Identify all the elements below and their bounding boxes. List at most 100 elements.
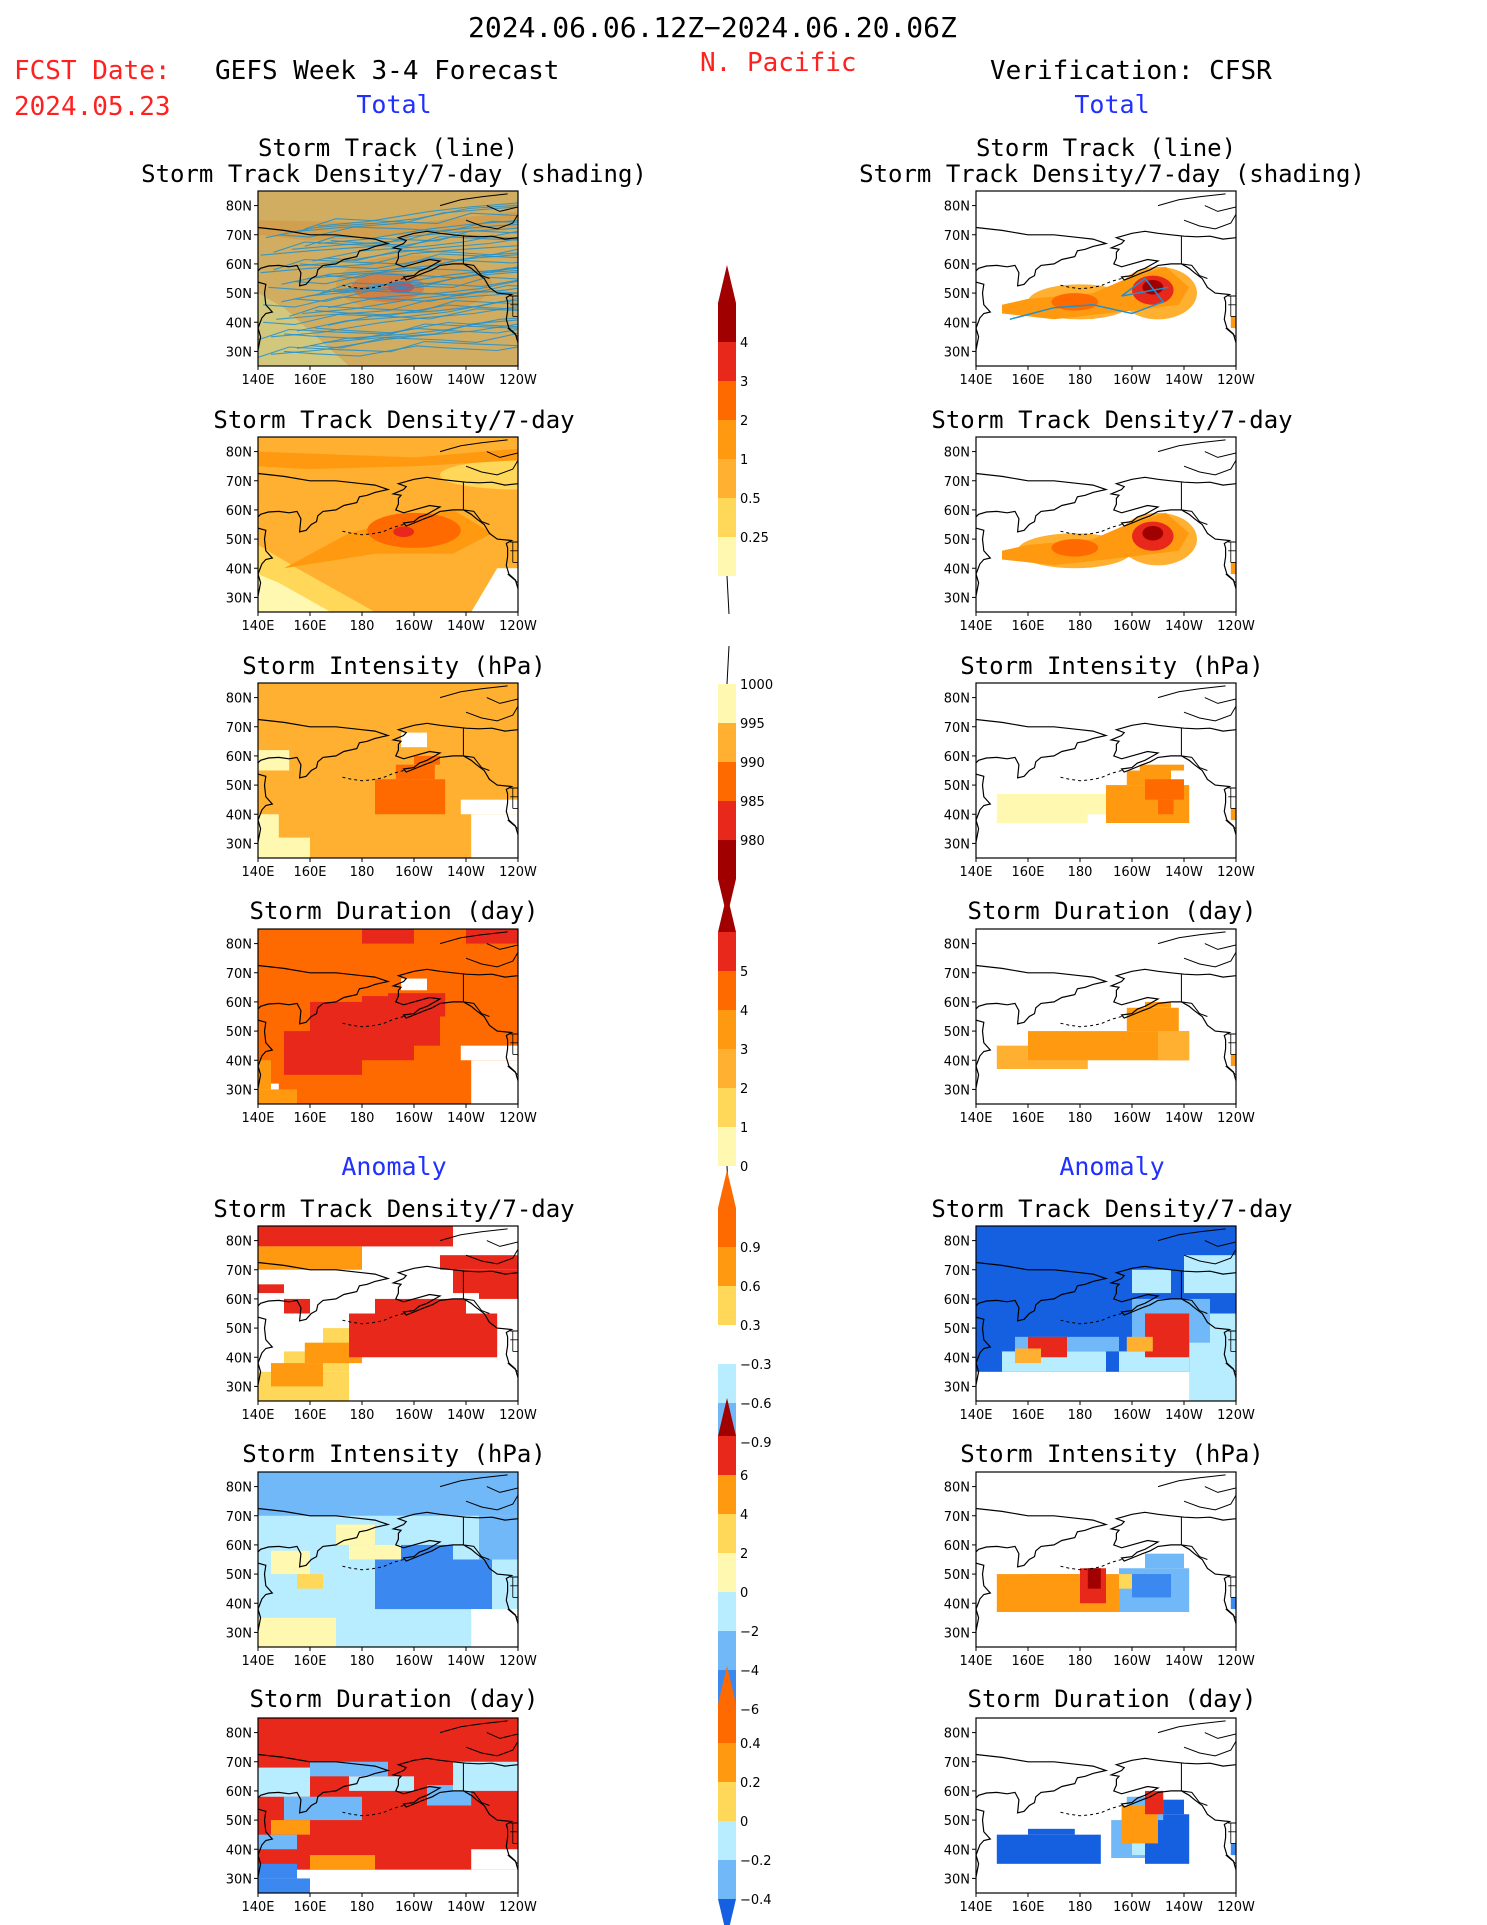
colorbar-segment [718,303,736,342]
x-tick-label: 160W [1113,619,1151,634]
fcst-date-value: 2024.05.23 [14,92,171,122]
y-tick-label: 70N [944,1756,970,1771]
colorbar-label: 0.6 [740,1280,761,1295]
alaska-canada-border [1180,482,1208,525]
region-title: N. Pacific [700,48,857,78]
x-tick-label: 160W [395,865,433,880]
state-border [1225,819,1236,830]
y-tick-label: 50N [944,779,970,794]
colorbar-label: 2 [740,1082,748,1097]
x-tick-label: 180 [350,1654,375,1669]
alaska-canada-border [1180,728,1208,771]
colorbar-label: 980 [740,834,765,849]
field-cell [1126,1336,1153,1352]
colorbar-bottom-arrow [726,575,730,615]
map-field [976,1472,1236,1647]
colorbar-segment [718,498,736,537]
state-border [1225,1854,1236,1865]
field-cell [479,1290,518,1299]
y-tick-label: 60N [944,258,970,273]
y-tick-label: 50N [226,1025,252,1040]
colorbar-segment [718,1553,736,1592]
field-cell [258,1246,362,1270]
asia-coastline [976,718,1109,843]
map-field [976,1718,1236,1893]
x-tick-label: 140E [959,1408,992,1423]
field-blob [440,460,518,490]
field-cell [1158,799,1174,815]
y-tick-label: 40N [226,562,252,577]
y-tick-label: 60N [226,996,252,1011]
title-track-line-left: Storm Track (line) [257,134,519,162]
y-tick-label: 50N [226,779,252,794]
colorbar-segment [718,723,736,762]
colorbar-label: −0.9 [740,1436,772,1451]
colorbar-label: 1000 [740,678,773,693]
x-tick-label: 120W [1217,1408,1255,1423]
colorbar-label: −2 [740,1625,759,1640]
north-america-coastline [391,230,518,343]
asia-coastline [976,226,1109,351]
field-cell [304,1342,362,1364]
panel-fcst-total-track: 140E 160E 180 160W 140W 120W 80N 70N 60N 50N 40N 30… [226,190,537,388]
y-tick-label: 30N [944,1872,970,1887]
colorbar-label: 4 [740,1004,748,1019]
asia-coastline [976,964,1109,1089]
storm-track-line [276,292,518,320]
alaska-canada-border [1180,1517,1208,1560]
arctic-island [1157,931,1226,945]
x-tick-label: 140W [1165,1654,1203,1669]
field-cell [1087,793,1112,815]
map-field [976,929,1236,1104]
x-tick-label: 140W [447,1900,485,1915]
fcst-date-label: FCST Date: [14,56,171,86]
alaska-canada-border [462,728,490,771]
asia-coastline [976,1261,1109,1386]
y-tick-label: 60N [226,750,252,765]
field-cell [258,1060,271,1090]
x-tick-label: 160W [1113,1408,1151,1423]
colorbar-intensity [718,645,736,917]
map-frame [975,1717,1237,1894]
y-tick-label: 70N [226,1756,252,1771]
storm-track-line [302,287,518,315]
alaska-canada-border [462,974,490,1017]
y-tick-label: 80N [944,1727,970,1742]
x-tick-label: 140W [447,865,485,880]
x-tick-label: 120W [1217,1654,1255,1669]
colorbar-label: 2 [740,414,748,429]
aleutian-islands [1059,1313,1122,1325]
field-cell [460,799,518,815]
colorbar-segment [718,1821,736,1860]
x-tick-label: 140W [1165,619,1203,634]
title-anom-density-right: Storm Track Density/7-day [931,1195,1293,1223]
x-tick-label: 160E [1011,373,1044,388]
x-tick-label: 160E [293,1654,326,1669]
arctic-island [1157,685,1226,699]
storm-track-line [317,219,518,245]
title-anom-duration-left: Storm Duration (day) [249,1685,539,1713]
state-border [507,1608,518,1619]
x-tick-label: 120W [499,1111,537,1126]
field-cell [479,1515,518,1560]
colorbar-label: 4 [740,336,748,351]
map-frame [257,436,519,613]
field-cell [1132,1269,1171,1294]
y-tick-label: 40N [944,808,970,823]
x-tick-label: 120W [499,865,537,880]
y-tick-label: 60N [226,1785,252,1800]
colorbar-label: 995 [740,717,765,732]
y-tick-label: 60N [944,750,970,765]
asia-coastline [258,718,391,843]
arctic-island [486,451,518,458]
colorbar-segment [718,1208,736,1247]
x-tick-label: 140W [1165,1900,1203,1915]
arctic-island [1204,451,1236,458]
colorbar-label: 0.3 [740,1319,761,1334]
field-blob [1051,293,1099,311]
x-tick-label: 120W [1217,1111,1255,1126]
map-frame [975,1471,1237,1648]
panel-fcst-total-density: 140E 160E 180 160W 140W 120W 80N 70N 60N 50N 40N 30… [226,436,537,634]
field-cell [310,1761,388,1777]
